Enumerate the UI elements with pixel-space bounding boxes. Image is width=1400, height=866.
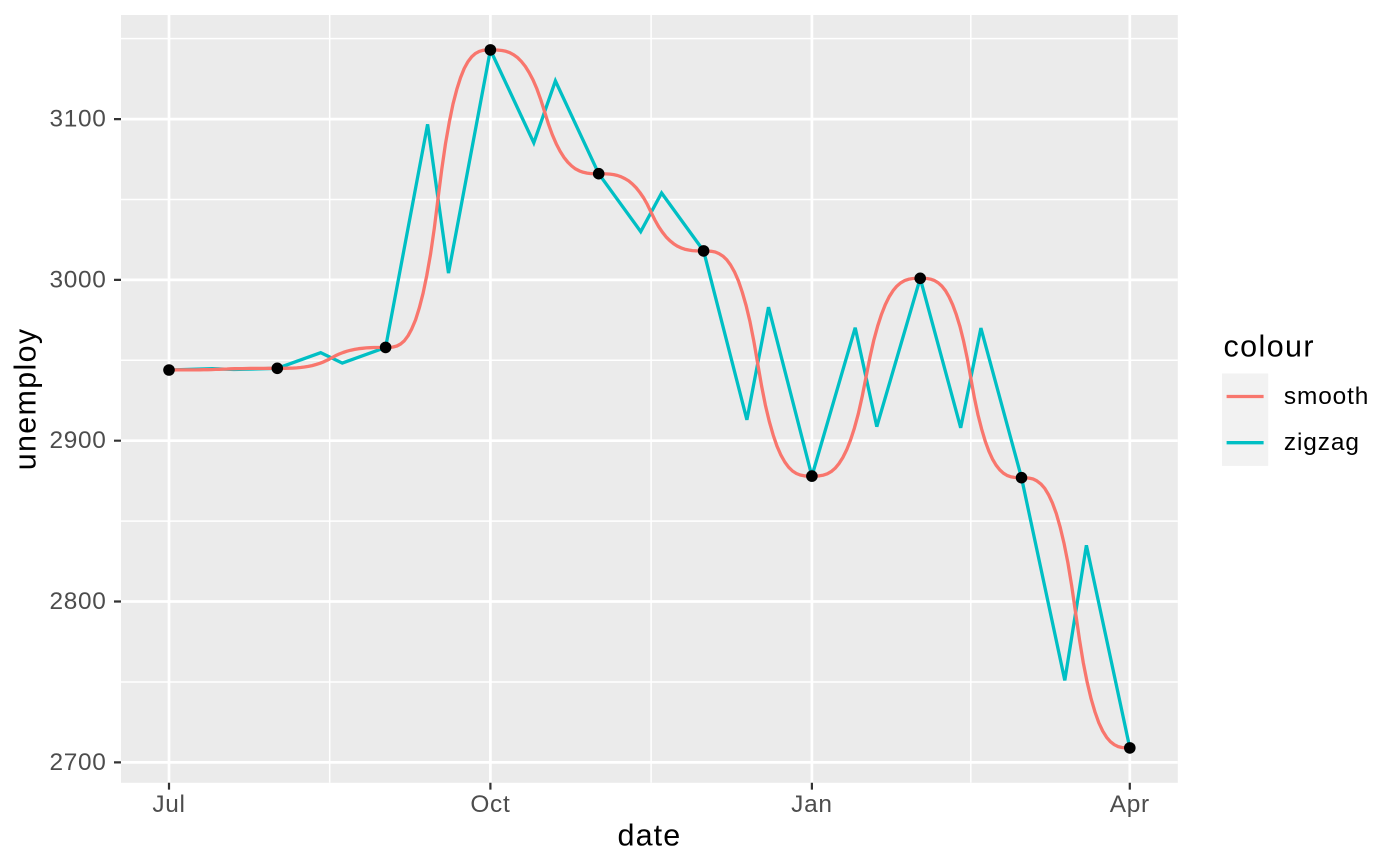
svg-text:2900: 2900 <box>49 427 106 454</box>
svg-text:3100: 3100 <box>49 106 106 133</box>
svg-text:colour: colour <box>1224 330 1315 364</box>
svg-text:2800: 2800 <box>49 588 106 615</box>
svg-text:smooth: smooth <box>1284 383 1369 410</box>
svg-text:Oct: Oct <box>470 791 510 818</box>
svg-text:unemploy: unemploy <box>9 328 43 471</box>
svg-text:Jul: Jul <box>152 791 185 818</box>
svg-text:Jan: Jan <box>791 791 832 818</box>
svg-text:2700: 2700 <box>49 749 106 776</box>
svg-text:date: date <box>618 819 682 853</box>
svg-text:3000: 3000 <box>49 266 106 293</box>
svg-text:Apr: Apr <box>1110 791 1150 818</box>
svg-text:zigzag: zigzag <box>1284 429 1360 456</box>
